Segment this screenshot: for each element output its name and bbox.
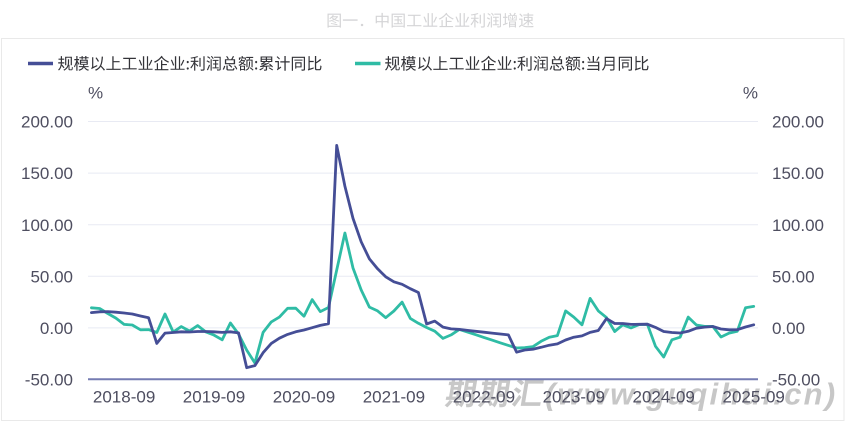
svg-text:%: % <box>743 83 758 102</box>
svg-text:2023-09: 2023-09 <box>543 388 605 407</box>
svg-text:-50.00: -50.00 <box>25 371 73 390</box>
svg-text:200.00: 200.00 <box>21 113 73 132</box>
svg-text:2021-09: 2021-09 <box>363 388 425 407</box>
svg-text:150.00: 150.00 <box>21 164 73 183</box>
svg-text:100.00: 100.00 <box>21 216 73 235</box>
svg-text:2019-09: 2019-09 <box>183 388 245 407</box>
svg-text:2018-09: 2018-09 <box>93 388 155 407</box>
svg-text:%: % <box>88 83 103 102</box>
svg-text:50.00: 50.00 <box>30 267 73 286</box>
svg-text:0.00: 0.00 <box>40 319 73 338</box>
svg-text:0.00: 0.00 <box>772 319 805 338</box>
svg-text:200.00: 200.00 <box>772 113 824 132</box>
svg-text:2022-09: 2022-09 <box>453 388 515 407</box>
svg-text:-50.00: -50.00 <box>772 371 820 390</box>
svg-text:(www.guqihui.cn): (www.guqihui.cn) <box>545 377 837 412</box>
svg-text:2025-09: 2025-09 <box>723 388 785 407</box>
svg-text:100.00: 100.00 <box>772 216 824 235</box>
svg-text:2020-09: 2020-09 <box>273 388 335 407</box>
svg-text:2024-09: 2024-09 <box>633 388 695 407</box>
svg-text:150.00: 150.00 <box>772 164 824 183</box>
svg-text:50.00: 50.00 <box>772 267 815 286</box>
